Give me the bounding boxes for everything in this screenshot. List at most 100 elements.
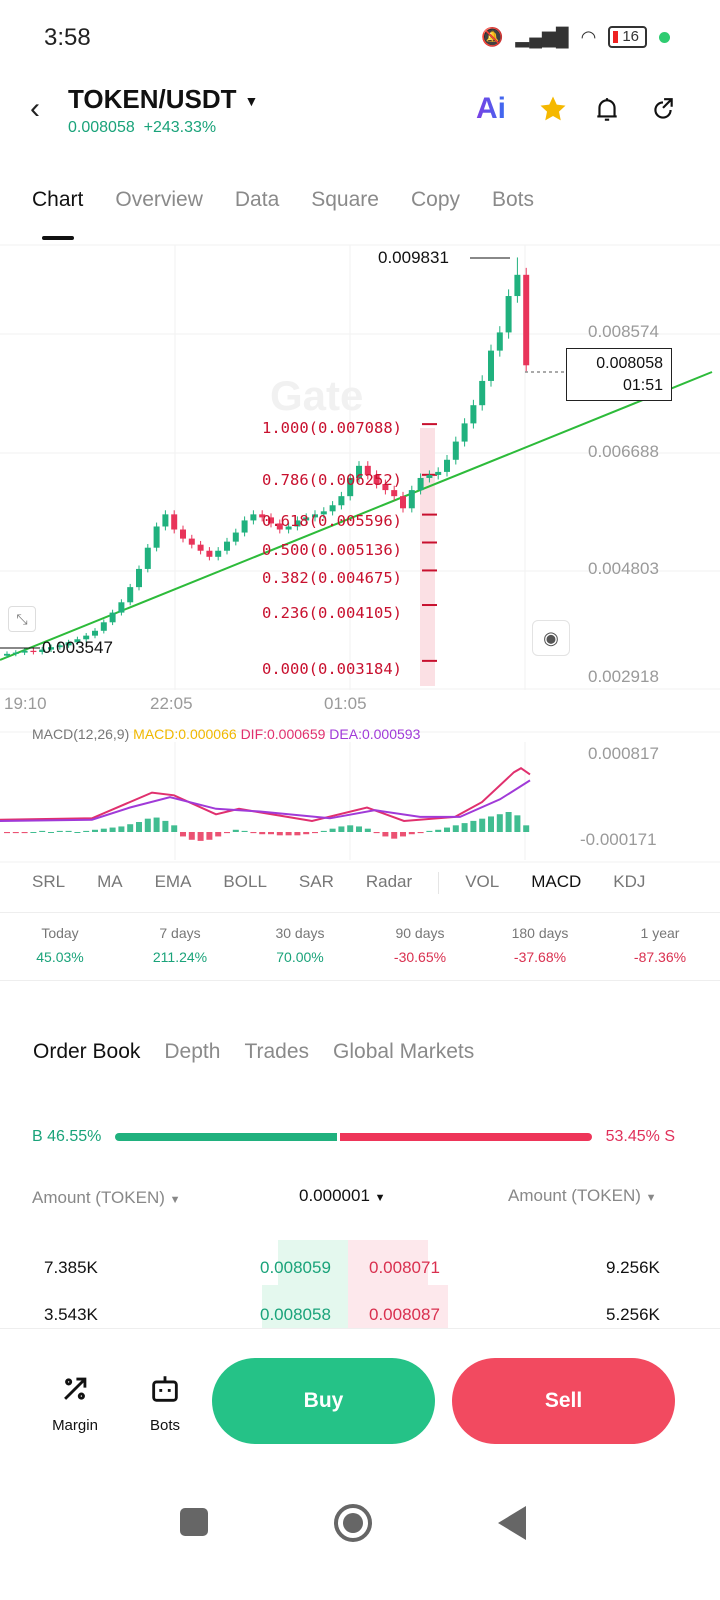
- candle-body: [65, 642, 72, 646]
- pair-selector[interactable]: TOKEN/USDT ▼: [68, 84, 258, 115]
- candle-body: [92, 630, 98, 636]
- price-axis-label: 0.002918: [588, 667, 659, 686]
- tab-trades[interactable]: Trades: [244, 1040, 310, 1063]
- ask-amount-header[interactable]: Amount (TOKEN) ▼: [508, 1186, 657, 1206]
- bell-icon[interactable]: [594, 96, 620, 129]
- indicator-ma[interactable]: MA: [97, 872, 123, 891]
- ask-depth-bar: [348, 1285, 448, 1328]
- indicator-kdj[interactable]: KDJ: [613, 872, 646, 891]
- fib-level: 1.000(0.007088): [262, 419, 402, 437]
- macd-bar: [56, 830, 63, 832]
- candle-body: [180, 529, 186, 539]
- candle-body: [312, 514, 318, 518]
- eye-toggle-icon[interactable]: ◉: [532, 620, 570, 656]
- robot-icon: [152, 1376, 178, 1402]
- home-button[interactable]: [334, 1504, 372, 1542]
- indicator-macd[interactable]: MACD: [531, 872, 582, 891]
- macd-bar: [523, 825, 530, 832]
- indicator-tabs: SRL MA EMA BOLL SAR Radar VOL MACD KDJ: [32, 872, 677, 894]
- sell-button[interactable]: Sell: [452, 1358, 675, 1444]
- indicator-ema[interactable]: EMA: [154, 872, 192, 891]
- macd-bar: [215, 832, 222, 837]
- candle-body: [215, 550, 222, 557]
- period-label: Today: [41, 925, 79, 941]
- indicator-boll[interactable]: BOLL: [223, 872, 267, 891]
- bid-amount-header[interactable]: Amount (TOKEN) ▼: [32, 1188, 181, 1208]
- macd-bar: [250, 832, 257, 834]
- precision-value: 0.000001: [299, 1186, 370, 1205]
- favorite-star-icon[interactable]: [538, 94, 568, 129]
- camera-dot-icon: [659, 31, 670, 43]
- candle-body: [285, 526, 292, 530]
- macd-bar: [109, 827, 116, 832]
- candle-body: [461, 423, 468, 442]
- buy-ratio-label: B 46.55%: [32, 1128, 102, 1145]
- precision-selector[interactable]: 0.000001 ▼: [299, 1186, 386, 1206]
- macd-bar: [400, 832, 406, 837]
- macd-bar: [426, 830, 433, 832]
- tab-overview[interactable]: Overview: [115, 188, 203, 211]
- candle-body: [171, 514, 178, 530]
- candle-body: [153, 526, 160, 548]
- tab-global-markets[interactable]: Global Markets: [333, 1040, 475, 1063]
- candle-body: [303, 517, 310, 521]
- tab-chart[interactable]: Chart: [32, 188, 84, 211]
- macd-bar: [364, 828, 371, 832]
- bid-amount-header-label: Amount (TOKEN): [32, 1188, 165, 1207]
- price-chart[interactable]: Gate: [0, 0, 720, 870]
- back-nav-button[interactable]: [498, 1506, 526, 1540]
- tab-bots[interactable]: Bots: [492, 188, 535, 211]
- margin-icon: [64, 1377, 87, 1400]
- macd-bar: [391, 832, 398, 839]
- candle-countdown: 01:51: [622, 377, 663, 394]
- period-change: 45.03%: [36, 949, 84, 965]
- last-price: 0.008058: [68, 119, 135, 136]
- candle-body: [523, 274, 530, 366]
- tab-order-book[interactable]: Order Book: [33, 1040, 141, 1063]
- indicator-vol[interactable]: VOL: [465, 872, 500, 891]
- indicator-sar[interactable]: SAR: [298, 872, 334, 891]
- macd-bar: [65, 830, 72, 832]
- candle-body: [294, 520, 301, 527]
- period-item: 30 days 70.00%: [240, 925, 360, 965]
- macd-bar: [417, 832, 424, 834]
- sell-ratio-fill: [340, 1133, 592, 1141]
- tab-copy[interactable]: Copy: [410, 188, 460, 211]
- macd-params: MACD(12,26,9): [32, 726, 130, 742]
- candle-body: [224, 541, 230, 551]
- tab-data[interactable]: Data: [234, 188, 280, 211]
- collapse-arrows-icon[interactable]: ⤡: [8, 606, 36, 632]
- period-item: Today 45.03%: [0, 925, 120, 965]
- back-icon[interactable]: ‹: [30, 92, 40, 125]
- indicator-srl[interactable]: SRL: [32, 872, 66, 891]
- macd-histogram: [4, 812, 530, 841]
- indicator-radar[interactable]: Radar: [365, 872, 413, 891]
- active-tab-indicator: [42, 236, 74, 240]
- candle-body: [408, 490, 415, 509]
- tab-depth[interactable]: Depth: [164, 1040, 221, 1063]
- macd-bar: [197, 832, 204, 841]
- signal-icon: ▂▄▆█: [515, 26, 569, 47]
- ai-button[interactable]: Ai: [476, 92, 506, 125]
- share-icon[interactable]: [650, 96, 676, 129]
- recents-button[interactable]: [180, 1508, 208, 1536]
- period-item: 90 days -30.65%: [360, 925, 480, 965]
- margin-label: Margin: [52, 1417, 98, 1434]
- ask-price: 0.008087: [369, 1305, 440, 1324]
- candle-body: [382, 484, 389, 491]
- margin-button[interactable]: Margin: [50, 1372, 100, 1434]
- candle-body: [48, 647, 54, 650]
- macd-bar: [329, 828, 336, 832]
- bid-amount: 7.385K: [44, 1258, 98, 1277]
- period-change: -37.68%: [513, 949, 567, 965]
- candle-body: [268, 517, 274, 524]
- macd-bar: [180, 832, 186, 837]
- time-axis-label: 22:05: [150, 694, 193, 713]
- tab-square[interactable]: Square: [311, 188, 379, 211]
- candle-body: [188, 538, 195, 545]
- dif-line: [0, 767, 531, 823]
- bots-button[interactable]: Bots: [140, 1372, 190, 1434]
- ask-amount-header-label: Amount (TOKEN): [508, 1186, 641, 1205]
- fib-level: 0.786(0.006252): [262, 471, 402, 489]
- buy-button[interactable]: Buy: [212, 1358, 435, 1444]
